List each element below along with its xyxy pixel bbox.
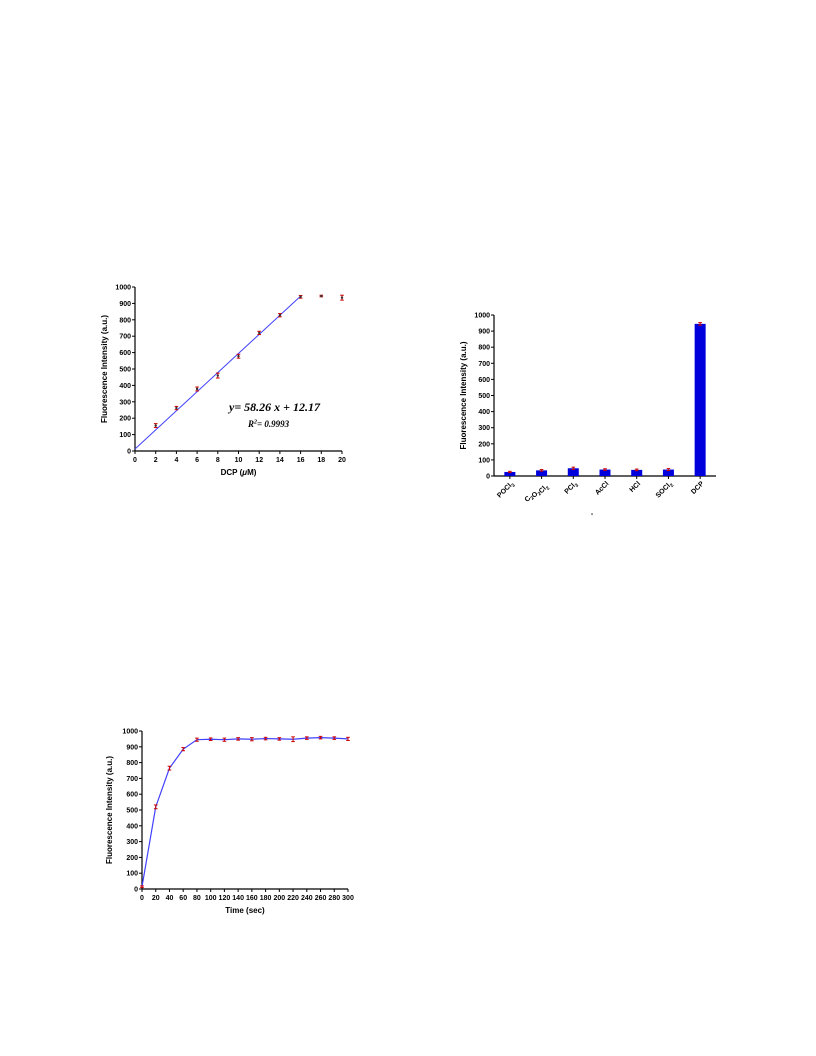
calibration-y-tick-label: 200 <box>119 416 131 423</box>
calibration-y-tick-label: 800 <box>119 317 131 324</box>
time-x-tick-label: 160 <box>246 895 258 902</box>
calibration-x-tick-label: 12 <box>255 457 263 464</box>
calibration-y-axis-label: Fluorescence Intensity (a.u.) <box>100 315 109 423</box>
calibration-point-2 <box>195 387 199 391</box>
time-y-tick-label: 600 <box>126 792 138 799</box>
time-x-tick-label: 240 <box>301 895 313 902</box>
selectivity-y-tick-label: 1000 <box>474 313 490 320</box>
time-y-tick-label: 300 <box>126 839 138 846</box>
calibration-r-squared: R2= 0.9993 <box>247 419 290 429</box>
selectivity-y-tick-label: 0 <box>486 474 490 481</box>
calibration-point-1 <box>175 406 178 410</box>
calibration-point-5 <box>258 331 261 335</box>
time-x-tick-label: 40 <box>166 895 174 902</box>
calibration-y-tick-label: 300 <box>119 399 131 406</box>
calibration-x-tick-label: 20 <box>338 457 346 464</box>
selectivity-bar-1 <box>536 470 548 476</box>
selectivity-y-tick-label: 900 <box>478 329 490 336</box>
calibration-x-tick-label: 18 <box>317 457 325 464</box>
calibration-point-0 <box>154 424 157 427</box>
calibration-y-tick-label: 600 <box>119 350 131 357</box>
calibration-y-tick-label: 900 <box>119 301 131 308</box>
selectivity-y-tick-label: 500 <box>478 393 490 400</box>
time-course-chart: 0 100 200 300 400 500 600 700 800 900 1000 0 20 40 60 8… <box>100 722 365 927</box>
time-y-tick-label: 400 <box>126 823 138 830</box>
selectivity-y-axis-label: Fluorescence Intensity (a.u.) <box>459 341 468 449</box>
calibration-y-tick-label: 400 <box>119 383 131 390</box>
calibration-x-tick-label: 8 <box>216 457 220 464</box>
selectivity-category-label: POCl3 <box>496 480 517 501</box>
time-x-tick-label: 80 <box>193 895 201 902</box>
time-x-axis-label: Time (sec) <box>225 906 265 915</box>
time-series-line <box>141 737 349 887</box>
time-x-tick-label: 280 <box>328 895 340 902</box>
time-x-tick-label: 180 <box>260 895 272 902</box>
calibration-point-9 <box>340 296 344 299</box>
time-y-tick-label: 0 <box>134 887 138 894</box>
time-x-tick-label: 0 <box>140 895 144 902</box>
time-y-tick-label: 1000 <box>122 729 138 736</box>
selectivity-category-label: AcCl <box>594 480 610 496</box>
selectivity-bar-chart: 0 100 200 300 400 500 600 700 800 900 1000 POCl3 C2O… <box>448 306 728 526</box>
time-x-tick-label: 260 <box>315 895 327 902</box>
selectivity-bar-2 <box>567 468 579 476</box>
time-y-tick-label: 800 <box>126 760 138 767</box>
time-x-tick-label: 20 <box>152 895 160 902</box>
selectivity-category-label: DCP <box>690 480 706 496</box>
selectivity-category-label: SOCl2 <box>655 480 676 501</box>
selectivity-category-label: PCl3 <box>564 480 581 497</box>
calibration-point-4 <box>237 355 240 358</box>
selectivity-category-label: HCl <box>629 480 643 494</box>
selectivity-bar-6 <box>694 323 706 476</box>
selectivity-bar-5 <box>662 469 674 476</box>
time-x-tick-label: 200 <box>273 895 285 902</box>
selectivity-x-axis-label: - <box>591 511 594 518</box>
calibration-x-tick-label: 14 <box>276 457 284 464</box>
time-x-tick-label: 140 <box>232 895 244 902</box>
selectivity-y-tick-label: 400 <box>478 409 490 416</box>
calibration-x-tick-label: 16 <box>297 457 305 464</box>
time-y-tick-label: 100 <box>126 871 138 878</box>
selectivity-y-tick-label: 100 <box>478 457 490 464</box>
selectivity-bar-4 <box>631 469 643 476</box>
selectivity-bar-0 <box>504 471 516 476</box>
calibration-y-tick-label: 1000 <box>115 285 131 292</box>
calibration-fit-line <box>134 295 301 450</box>
calibration-point-3 <box>216 374 219 377</box>
time-x-tick-label: 100 <box>205 895 217 902</box>
calibration-x-tick-label: 10 <box>235 457 243 464</box>
time-x-tick-label: 60 <box>179 895 187 902</box>
calibration-x-tick-label: 0 <box>133 457 137 464</box>
calibration-point-6 <box>278 314 282 317</box>
calibration-x-axis-label: DCP (μM) <box>221 468 257 477</box>
calibration-x-tick-label: 2 <box>154 457 158 464</box>
calibration-chart: 0 100 200 300 400 500 600 700 800 900 1000 0 2 4 6 8 10 1… <box>95 278 365 488</box>
selectivity-bar-3 <box>599 469 611 476</box>
calibration-point-8 <box>320 294 323 298</box>
calibration-x-tick-label: 4 <box>174 457 178 464</box>
selectivity-y-tick-label: 200 <box>478 441 490 448</box>
calibration-y-tick-label: 500 <box>119 367 131 374</box>
calibration-equation: y= 58.26 x + 12.17 <box>227 400 321 414</box>
calibration-y-tick-label: 100 <box>119 432 131 439</box>
calibration-y-tick-label: 700 <box>119 334 131 341</box>
time-x-tick-label: 120 <box>219 895 231 902</box>
time-x-tick-label: 220 <box>287 895 299 902</box>
time-y-tick-label: 500 <box>126 808 138 815</box>
time-x-tick-label: 300 <box>342 895 354 902</box>
selectivity-y-tick-label: 700 <box>478 361 490 368</box>
selectivity-y-tick-label: 600 <box>478 377 490 384</box>
time-y-axis-label: Fluorescence Intensity (a.u.) <box>105 756 114 864</box>
selectivity-y-tick-label: 800 <box>478 345 490 352</box>
selectivity-y-tick-label: 300 <box>478 425 490 432</box>
time-y-tick-label: 200 <box>126 855 138 862</box>
selectivity-category-label: C2O2Cl2 <box>524 480 552 508</box>
time-y-tick-label: 700 <box>126 776 138 783</box>
calibration-y-tick-label: 0 <box>127 449 131 456</box>
calibration-point-7 <box>299 295 302 299</box>
calibration-x-tick-label: 6 <box>195 457 199 464</box>
time-y-tick-label: 900 <box>126 744 138 751</box>
